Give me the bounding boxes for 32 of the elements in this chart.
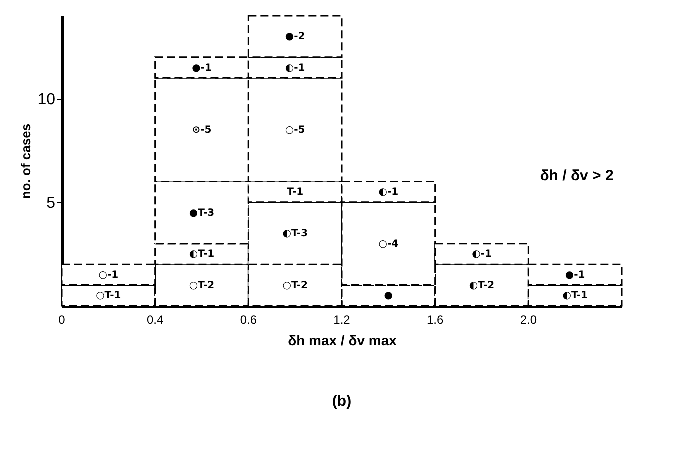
- text: 0.6: [240, 313, 258, 327]
- annotation: ⊙-5: [192, 124, 212, 136]
- annotation: ◐-1: [285, 62, 306, 74]
- annotation: δh / δv > 2: [540, 168, 614, 184]
- text: 1.6: [426, 313, 444, 327]
- annotation: ◐T-1: [562, 290, 588, 302]
- y-tick-label: 10: [38, 91, 56, 108]
- x-axis-title: δh max / δv max: [288, 332, 398, 348]
- y-tick-label: 5: [46, 194, 56, 212]
- annotation: ○-5: [285, 124, 306, 136]
- text: (b): [332, 393, 352, 410]
- annotation: ●-2: [285, 32, 306, 43]
- text: 0.4: [146, 313, 164, 327]
- text: 2.0: [520, 313, 538, 327]
- annotation: ●-1: [192, 62, 212, 74]
- annotation: ●T-3: [189, 208, 215, 219]
- annotation: ○T-1: [96, 290, 122, 302]
- text: 0: [58, 313, 66, 327]
- annotation: ○-1: [98, 270, 119, 281]
- annotation: ○T-2: [282, 280, 308, 292]
- annotation: ◐T-3: [282, 228, 308, 240]
- annotation: T-1: [287, 187, 304, 198]
- text: 1.2: [334, 313, 351, 327]
- annotation: ◐T-1: [189, 249, 215, 260]
- annotation: ◐T-2: [469, 280, 495, 292]
- annotation: ◐-1: [472, 249, 492, 260]
- annotation: ●-1: [565, 270, 586, 281]
- y-axis-title: no. of cases: [18, 124, 34, 200]
- annotation: ○T-2: [189, 280, 215, 292]
- annotation: ◐-1: [378, 187, 399, 198]
- annotation: ○-4: [378, 238, 399, 250]
- annotation: ●: [384, 290, 394, 302]
